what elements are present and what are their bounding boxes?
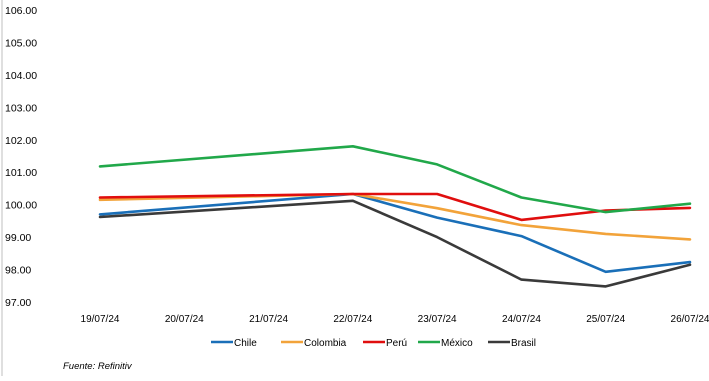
series-line-méxico bbox=[98, 145, 692, 214]
x-tick-label: 21/07/24 bbox=[249, 314, 288, 325]
x-tick-label: 19/07/24 bbox=[81, 314, 120, 325]
source-note: Fuente: Refinitiv bbox=[63, 361, 132, 372]
y-tick-label: 104.00 bbox=[5, 70, 37, 82]
legend-label: Colombia bbox=[304, 338, 347, 349]
y-tick-label: 101.00 bbox=[5, 167, 37, 179]
legend-label: Perú bbox=[386, 338, 407, 349]
legend-label: México bbox=[441, 338, 473, 349]
x-tick-label: 23/07/24 bbox=[418, 314, 457, 325]
y-tick-label: 100.00 bbox=[5, 200, 37, 212]
legend-label: Chile bbox=[234, 338, 257, 349]
x-tick-label: 22/07/24 bbox=[333, 314, 372, 325]
x-tick-label: 20/07/24 bbox=[165, 314, 204, 325]
y-tick-label: 106.00 bbox=[5, 5, 37, 17]
y-tick-label: 105.00 bbox=[5, 37, 37, 49]
series-line-brasil bbox=[98, 199, 692, 288]
legend-label: Brasil bbox=[511, 338, 536, 349]
x-tick-label: 24/07/24 bbox=[502, 314, 541, 325]
y-tick-label: 103.00 bbox=[5, 102, 37, 114]
y-tick-label: 102.00 bbox=[5, 135, 37, 147]
x-tick-label: 25/07/24 bbox=[586, 314, 625, 325]
y-tick-label: 97.00 bbox=[5, 297, 31, 309]
y-tick-label: 99.00 bbox=[5, 232, 31, 244]
series-line-colombia bbox=[98, 192, 692, 241]
x-tick-label: 26/07/24 bbox=[671, 314, 709, 325]
series-line-chile bbox=[98, 192, 692, 274]
y-tick-label: 98.00 bbox=[5, 265, 31, 277]
